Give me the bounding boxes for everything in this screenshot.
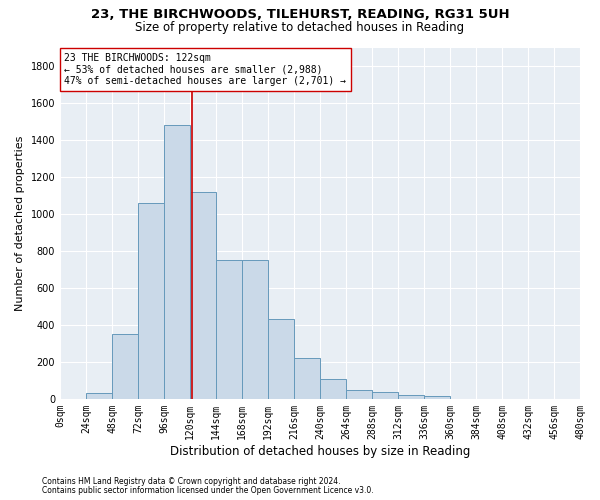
Text: 23 THE BIRCHWOODS: 122sqm
← 53% of detached houses are smaller (2,988)
47% of se: 23 THE BIRCHWOODS: 122sqm ← 53% of detac… [64, 53, 346, 86]
Bar [398, 395, 424, 399]
Bar [242, 260, 268, 399]
Bar [86, 394, 112, 399]
Bar [320, 380, 346, 399]
Bar [372, 392, 398, 399]
Bar [424, 396, 450, 399]
Bar [139, 203, 164, 399]
Bar [268, 320, 294, 399]
Bar [216, 260, 242, 399]
Text: Contains HM Land Registry data © Crown copyright and database right 2024.: Contains HM Land Registry data © Crown c… [42, 477, 341, 486]
Text: Size of property relative to detached houses in Reading: Size of property relative to detached ho… [136, 21, 464, 34]
Text: 23, THE BIRCHWOODS, TILEHURST, READING, RG31 5UH: 23, THE BIRCHWOODS, TILEHURST, READING, … [91, 8, 509, 20]
X-axis label: Distribution of detached houses by size in Reading: Distribution of detached houses by size … [170, 444, 470, 458]
Bar [346, 390, 372, 399]
Bar [112, 334, 138, 399]
Y-axis label: Number of detached properties: Number of detached properties [15, 136, 25, 311]
Text: Contains public sector information licensed under the Open Government Licence v3: Contains public sector information licen… [42, 486, 374, 495]
Bar [294, 358, 320, 399]
Bar [164, 125, 190, 399]
Bar [190, 192, 216, 399]
